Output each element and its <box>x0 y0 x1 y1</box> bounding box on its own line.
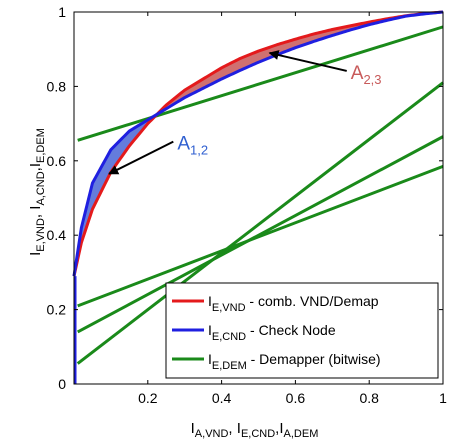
x-tick-label: 1 <box>439 390 447 406</box>
legend-box <box>165 282 439 379</box>
y-tick-label: 0.2 <box>47 302 67 318</box>
annotation-arrow-2 <box>268 50 347 72</box>
demapper-line-4 <box>76 81 444 365</box>
legend-entry-1: IE,VND - comb. VND/Demap <box>208 293 379 314</box>
demapper-line-1 <box>77 25 444 142</box>
x-tick-label: 0.4 <box>212 390 232 406</box>
y-tick-label: 1 <box>58 4 66 20</box>
y-tick-label: 0.8 <box>47 78 67 94</box>
x-tick-label: 0.2 <box>138 390 158 406</box>
x-axis-label: IA,VND, IE,CND,IA,DEM <box>191 420 319 440</box>
x-tick-label: 0.6 <box>286 390 306 406</box>
annotation-label-1: A1,2 <box>177 134 208 158</box>
annotation-label-2: A2,3 <box>351 63 382 87</box>
legend-entry-3: IE,DEM - Demapper (bitwise) <box>208 351 381 372</box>
plot-area <box>73 11 444 385</box>
y-tick-label: 0 <box>58 376 66 392</box>
demapper-line-2 <box>77 164 444 308</box>
vnd-curve <box>72 10 444 277</box>
area-a23-fill <box>157 12 443 115</box>
x-tick-label: 0.8 <box>359 390 379 406</box>
annotation-arrow-1 <box>108 140 174 175</box>
demapper-line-3 <box>76 135 444 334</box>
y-tick-label: 0.6 <box>47 153 67 169</box>
legend-entry-2: IE,CND - Check Node <box>208 322 336 343</box>
y-axis-label: IE,VND, IA,CND,IE,DEM <box>27 128 47 256</box>
y-tick-label: 0.4 <box>47 227 67 243</box>
cnd-curve <box>72 10 444 277</box>
